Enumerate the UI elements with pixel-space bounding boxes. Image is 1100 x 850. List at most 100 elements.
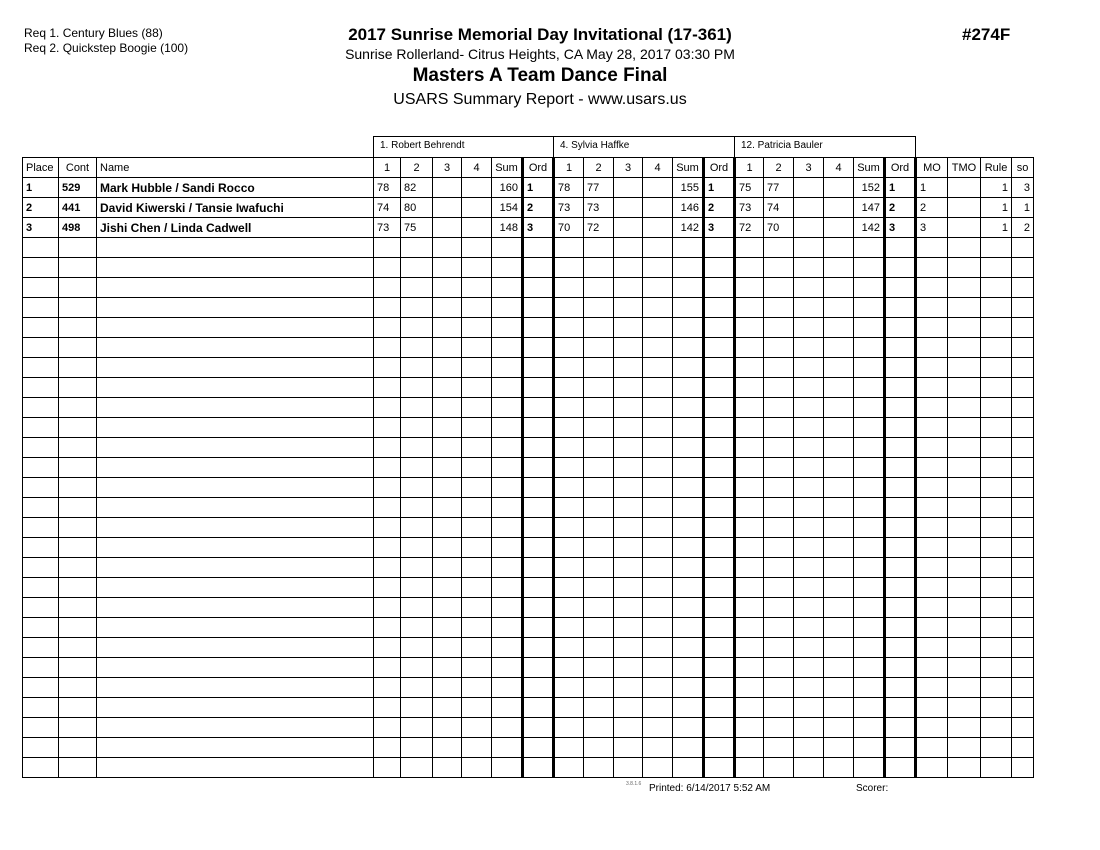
score (373, 257, 401, 278)
score (613, 297, 643, 318)
version: 3.8.1.6 (626, 781, 642, 787)
judge-header-1: 1. Robert Behrendt (373, 136, 554, 157)
mo (914, 537, 948, 558)
score (823, 317, 854, 338)
score (642, 417, 673, 438)
rule (980, 497, 1012, 518)
score (583, 597, 614, 618)
ordinal (883, 597, 916, 618)
score (613, 477, 643, 498)
ordinal (702, 317, 735, 338)
sum (672, 757, 704, 778)
so (1011, 497, 1034, 518)
score (552, 297, 584, 318)
ordinal (883, 697, 916, 718)
sum (853, 597, 885, 618)
sum (672, 417, 704, 438)
score (613, 317, 643, 338)
rule (980, 397, 1012, 418)
mo (914, 497, 948, 518)
sum (491, 677, 523, 698)
contestant-number (58, 737, 97, 758)
mo (914, 337, 948, 358)
contestant-name (96, 497, 374, 518)
score (373, 337, 401, 358)
score (763, 377, 794, 398)
score: 72 (733, 217, 764, 238)
ordinal (521, 477, 554, 498)
so (1011, 577, 1034, 598)
sum (672, 677, 704, 698)
score (400, 677, 433, 698)
place (22, 277, 59, 298)
ordinal (883, 537, 916, 558)
table-row (22, 357, 1034, 378)
score (583, 617, 614, 638)
score (432, 177, 462, 198)
event-number: #274F (962, 25, 1011, 44)
col-score-2: 2 (400, 157, 433, 178)
score (763, 337, 794, 358)
mo (914, 757, 948, 778)
sum (672, 457, 704, 478)
score (432, 697, 462, 718)
so (1011, 237, 1034, 258)
score (400, 657, 433, 678)
score (733, 637, 764, 658)
score (583, 257, 614, 278)
mo: 1 (914, 177, 948, 198)
score (793, 697, 824, 718)
score (642, 257, 673, 278)
sum: 142 (672, 217, 704, 238)
ordinal (521, 317, 554, 338)
sum (853, 497, 885, 518)
score (373, 557, 401, 578)
score (552, 737, 584, 758)
score (823, 737, 854, 758)
score (793, 497, 824, 518)
score (823, 177, 854, 198)
score (733, 477, 764, 498)
table-row (22, 377, 1034, 398)
table-row (22, 697, 1034, 718)
sum (491, 297, 523, 318)
col-score-1: 1 (552, 157, 584, 178)
tmo (947, 557, 981, 578)
ordinal (883, 457, 916, 478)
score (823, 437, 854, 458)
sum (491, 357, 523, 378)
score (613, 237, 643, 258)
score (552, 377, 584, 398)
score (763, 277, 794, 298)
contestant-number (58, 437, 97, 458)
place (22, 497, 59, 518)
score (552, 477, 584, 498)
score: 78 (373, 177, 401, 198)
event-name: Masters A Team Dance Final (412, 65, 668, 86)
score (763, 577, 794, 598)
sum (672, 557, 704, 578)
contestant-name (96, 657, 374, 678)
score (432, 277, 462, 298)
score (613, 657, 643, 678)
score (432, 517, 462, 538)
score (583, 517, 614, 538)
score (763, 297, 794, 318)
rule (980, 297, 1012, 318)
col-score-1: 1 (373, 157, 401, 178)
score (432, 417, 462, 438)
score (552, 437, 584, 458)
mo (914, 657, 948, 678)
tmo (947, 737, 981, 758)
score (823, 277, 854, 298)
score (733, 297, 764, 318)
score (432, 737, 462, 758)
score (432, 757, 462, 778)
score (793, 617, 824, 638)
score (461, 217, 492, 238)
sum (853, 417, 885, 438)
table-row (22, 437, 1034, 458)
contestant-name (96, 577, 374, 598)
score (432, 317, 462, 338)
score (823, 597, 854, 618)
